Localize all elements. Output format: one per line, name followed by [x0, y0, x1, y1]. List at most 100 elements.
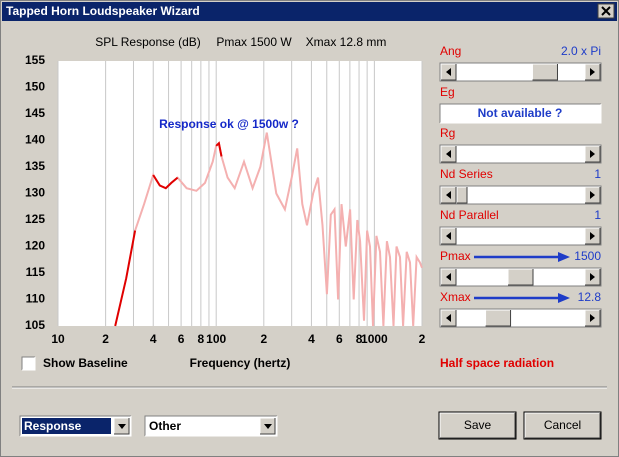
- slider-thumb-edge-dark: [485, 310, 512, 327]
- button-edge-light: [524, 412, 600, 438]
- combo-box-face: [145, 416, 277, 436]
- x-tick-label: 2: [260, 332, 267, 346]
- slider-left-button-edge-light: [440, 268, 456, 285]
- slider-thumb[interactable]: [456, 186, 468, 204]
- field-box-edge-light: [439, 103, 601, 123]
- slider-track[interactable]: [439, 144, 602, 164]
- button[interactable]: [524, 412, 601, 439]
- combo-button-edge-dark: [260, 418, 276, 435]
- button-face: [525, 413, 600, 438]
- slider-thumb-edge-light: [485, 309, 511, 326]
- slider-right-button-edge-light: [584, 186, 600, 203]
- x-tick-label: 1000: [361, 332, 388, 346]
- x-tick-label: 100: [206, 332, 226, 346]
- button-edge-light: [439, 412, 515, 438]
- combo-button-edge-dark: [114, 418, 130, 435]
- slider-value: 1: [594, 167, 601, 181]
- slider-track[interactable]: [439, 185, 602, 205]
- show-baseline-checkbox[interactable]: [21, 356, 36, 371]
- field-box: [439, 103, 602, 124]
- slider-left-button-edge-light: [440, 186, 456, 203]
- slider-thumb-face: [508, 269, 533, 285]
- left-arrow: [446, 314, 451, 322]
- x-tick-label: 6: [178, 332, 185, 346]
- slider-right-button-edge-dark: [585, 228, 601, 245]
- slider-track[interactable]: [439, 62, 602, 82]
- y-tick-label: 125: [25, 212, 45, 226]
- close-button[interactable]: [597, 3, 615, 19]
- slider-right-button-edge-dark: [585, 64, 601, 81]
- slider-thumb-face: [532, 64, 558, 80]
- combo-button-edge-light: [259, 417, 275, 434]
- slider-left-button-edge-dark: [441, 269, 457, 286]
- left-arrow: [446, 273, 451, 281]
- slider-right-button-edge-light: [584, 145, 600, 162]
- annotation: Response ok @ 1500w ?: [159, 117, 299, 131]
- slider-value: 2.0 x Pi: [561, 44, 601, 58]
- slider-thumb[interactable]: [507, 268, 534, 286]
- slider-right-button-edge-dark: [585, 187, 601, 204]
- combo-button-edge-light: [113, 417, 129, 434]
- combo-arrow: [118, 424, 126, 429]
- button-edge-dark: [525, 413, 601, 439]
- y-tick-label: 130: [25, 186, 45, 200]
- left-arrow: [446, 68, 451, 76]
- slider-track[interactable]: [439, 308, 602, 328]
- combo-selection: [22, 418, 111, 434]
- right-arrow: [590, 191, 595, 199]
- combo-arrow: [264, 424, 272, 429]
- slider-label: Xmax: [440, 290, 471, 304]
- button-label[interactable]: Cancel: [544, 418, 581, 432]
- show-baseline-checkbox-face: [22, 357, 35, 370]
- field-box-face: [440, 104, 601, 123]
- slider-right-button-edge-dark: [585, 146, 601, 163]
- y-tick-label: 115: [26, 265, 46, 279]
- button[interactable]: [439, 412, 516, 439]
- slider-right-button-edge-light: [584, 268, 600, 285]
- slider-thumb-edge-dark: [457, 187, 468, 204]
- button-frame: [523, 411, 602, 440]
- slider-value: 12.8: [578, 290, 602, 304]
- slider-thumb-edge-light: [456, 186, 467, 203]
- combo-box[interactable]: [144, 415, 278, 437]
- show-baseline-checkbox-edge-light: [21, 356, 35, 370]
- right-arrow: [590, 68, 595, 76]
- slider-thumb-face: [457, 187, 467, 203]
- combo-text[interactable]: Response: [24, 419, 82, 433]
- slider-value: 1: [594, 208, 601, 222]
- slider-label: Pmax: [440, 249, 471, 263]
- slider-left-button-edge-light: [440, 227, 456, 244]
- y-tick-label: 120: [25, 239, 45, 253]
- slider-left-button-edge-dark: [441, 310, 457, 327]
- combo-box-edge-dark: [20, 416, 132, 437]
- x-tick-label: 2: [419, 332, 426, 346]
- right-arrow: [590, 150, 595, 158]
- slider-left-button-edge-dark: [441, 187, 457, 204]
- x-tick-label: 4: [150, 332, 157, 346]
- button-edge-dark: [440, 413, 516, 439]
- field-text: Not available ?: [478, 106, 563, 120]
- arrow-head: [558, 252, 570, 262]
- title-note: Pmax 1500 W: [216, 35, 292, 49]
- x-tick-label: 10: [51, 332, 65, 346]
- combo-text[interactable]: Other: [149, 419, 181, 433]
- slider-right-button-edge-light: [584, 227, 600, 244]
- chart-title: SPL Response (dB): [95, 35, 201, 49]
- slider-right-button-edge-dark: [585, 310, 601, 327]
- slider-thumb[interactable]: [531, 63, 558, 81]
- slider-thumb-edge-dark: [532, 64, 558, 81]
- slider-track[interactable]: [439, 226, 602, 246]
- x-tick-label: 6: [336, 332, 343, 346]
- slider-thumb[interactable]: [485, 309, 512, 327]
- slider-left-button-edge-dark: [441, 228, 457, 245]
- slider-thumb-edge-light: [507, 268, 533, 285]
- slider-thumb-edge-dark: [508, 269, 534, 286]
- left-arrow: [446, 150, 451, 158]
- slider-left-button-edge-light: [440, 63, 456, 80]
- arrow-head: [558, 293, 570, 303]
- button-label[interactable]: Save: [464, 418, 492, 432]
- panel-note: Half space radiation: [440, 356, 554, 370]
- show-baseline-label[interactable]: Show Baseline: [43, 356, 128, 370]
- y-tick-label: 145: [25, 106, 45, 120]
